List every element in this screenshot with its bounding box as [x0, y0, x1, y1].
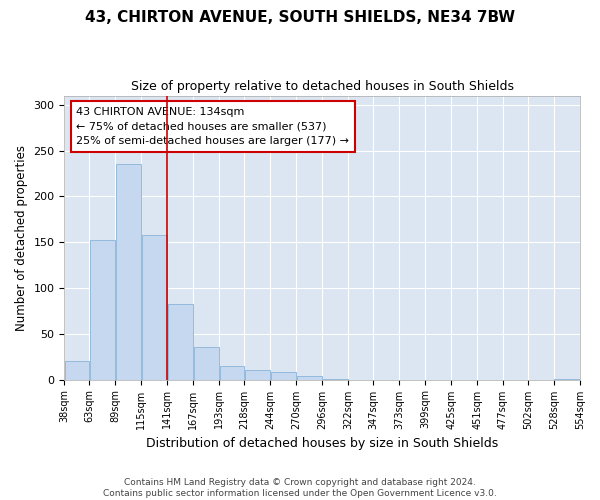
Bar	[65, 361, 89, 380]
Bar	[271, 372, 296, 380]
Bar	[554, 378, 580, 380]
Bar	[323, 378, 348, 380]
Y-axis label: Number of detached properties: Number of detached properties	[15, 144, 28, 330]
Text: Contains HM Land Registry data © Crown copyright and database right 2024.
Contai: Contains HM Land Registry data © Crown c…	[103, 478, 497, 498]
X-axis label: Distribution of detached houses by size in South Shields: Distribution of detached houses by size …	[146, 437, 499, 450]
Bar	[194, 346, 219, 380]
Text: 43, CHIRTON AVENUE, SOUTH SHIELDS, NE34 7BW: 43, CHIRTON AVENUE, SOUTH SHIELDS, NE34 …	[85, 10, 515, 25]
Title: Size of property relative to detached houses in South Shields: Size of property relative to detached ho…	[131, 80, 514, 93]
Bar	[296, 376, 322, 380]
Bar	[220, 366, 244, 380]
Bar	[142, 235, 167, 380]
Bar	[245, 370, 270, 380]
Bar	[90, 240, 115, 380]
Bar	[168, 304, 193, 380]
Text: 43 CHIRTON AVENUE: 134sqm
← 75% of detached houses are smaller (537)
25% of semi: 43 CHIRTON AVENUE: 134sqm ← 75% of detac…	[76, 106, 349, 146]
Bar	[116, 164, 141, 380]
